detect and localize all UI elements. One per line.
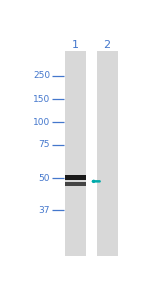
Text: 75: 75 xyxy=(39,140,50,149)
Text: 150: 150 xyxy=(33,95,50,104)
Text: 50: 50 xyxy=(39,174,50,183)
Text: 100: 100 xyxy=(33,117,50,127)
Text: 2: 2 xyxy=(103,40,111,50)
Text: 37: 37 xyxy=(39,205,50,214)
Bar xyxy=(65,175,86,180)
Text: 1: 1 xyxy=(72,40,79,50)
Bar xyxy=(97,51,118,256)
Bar xyxy=(65,51,86,256)
Text: 250: 250 xyxy=(33,71,50,80)
Bar xyxy=(65,182,86,186)
